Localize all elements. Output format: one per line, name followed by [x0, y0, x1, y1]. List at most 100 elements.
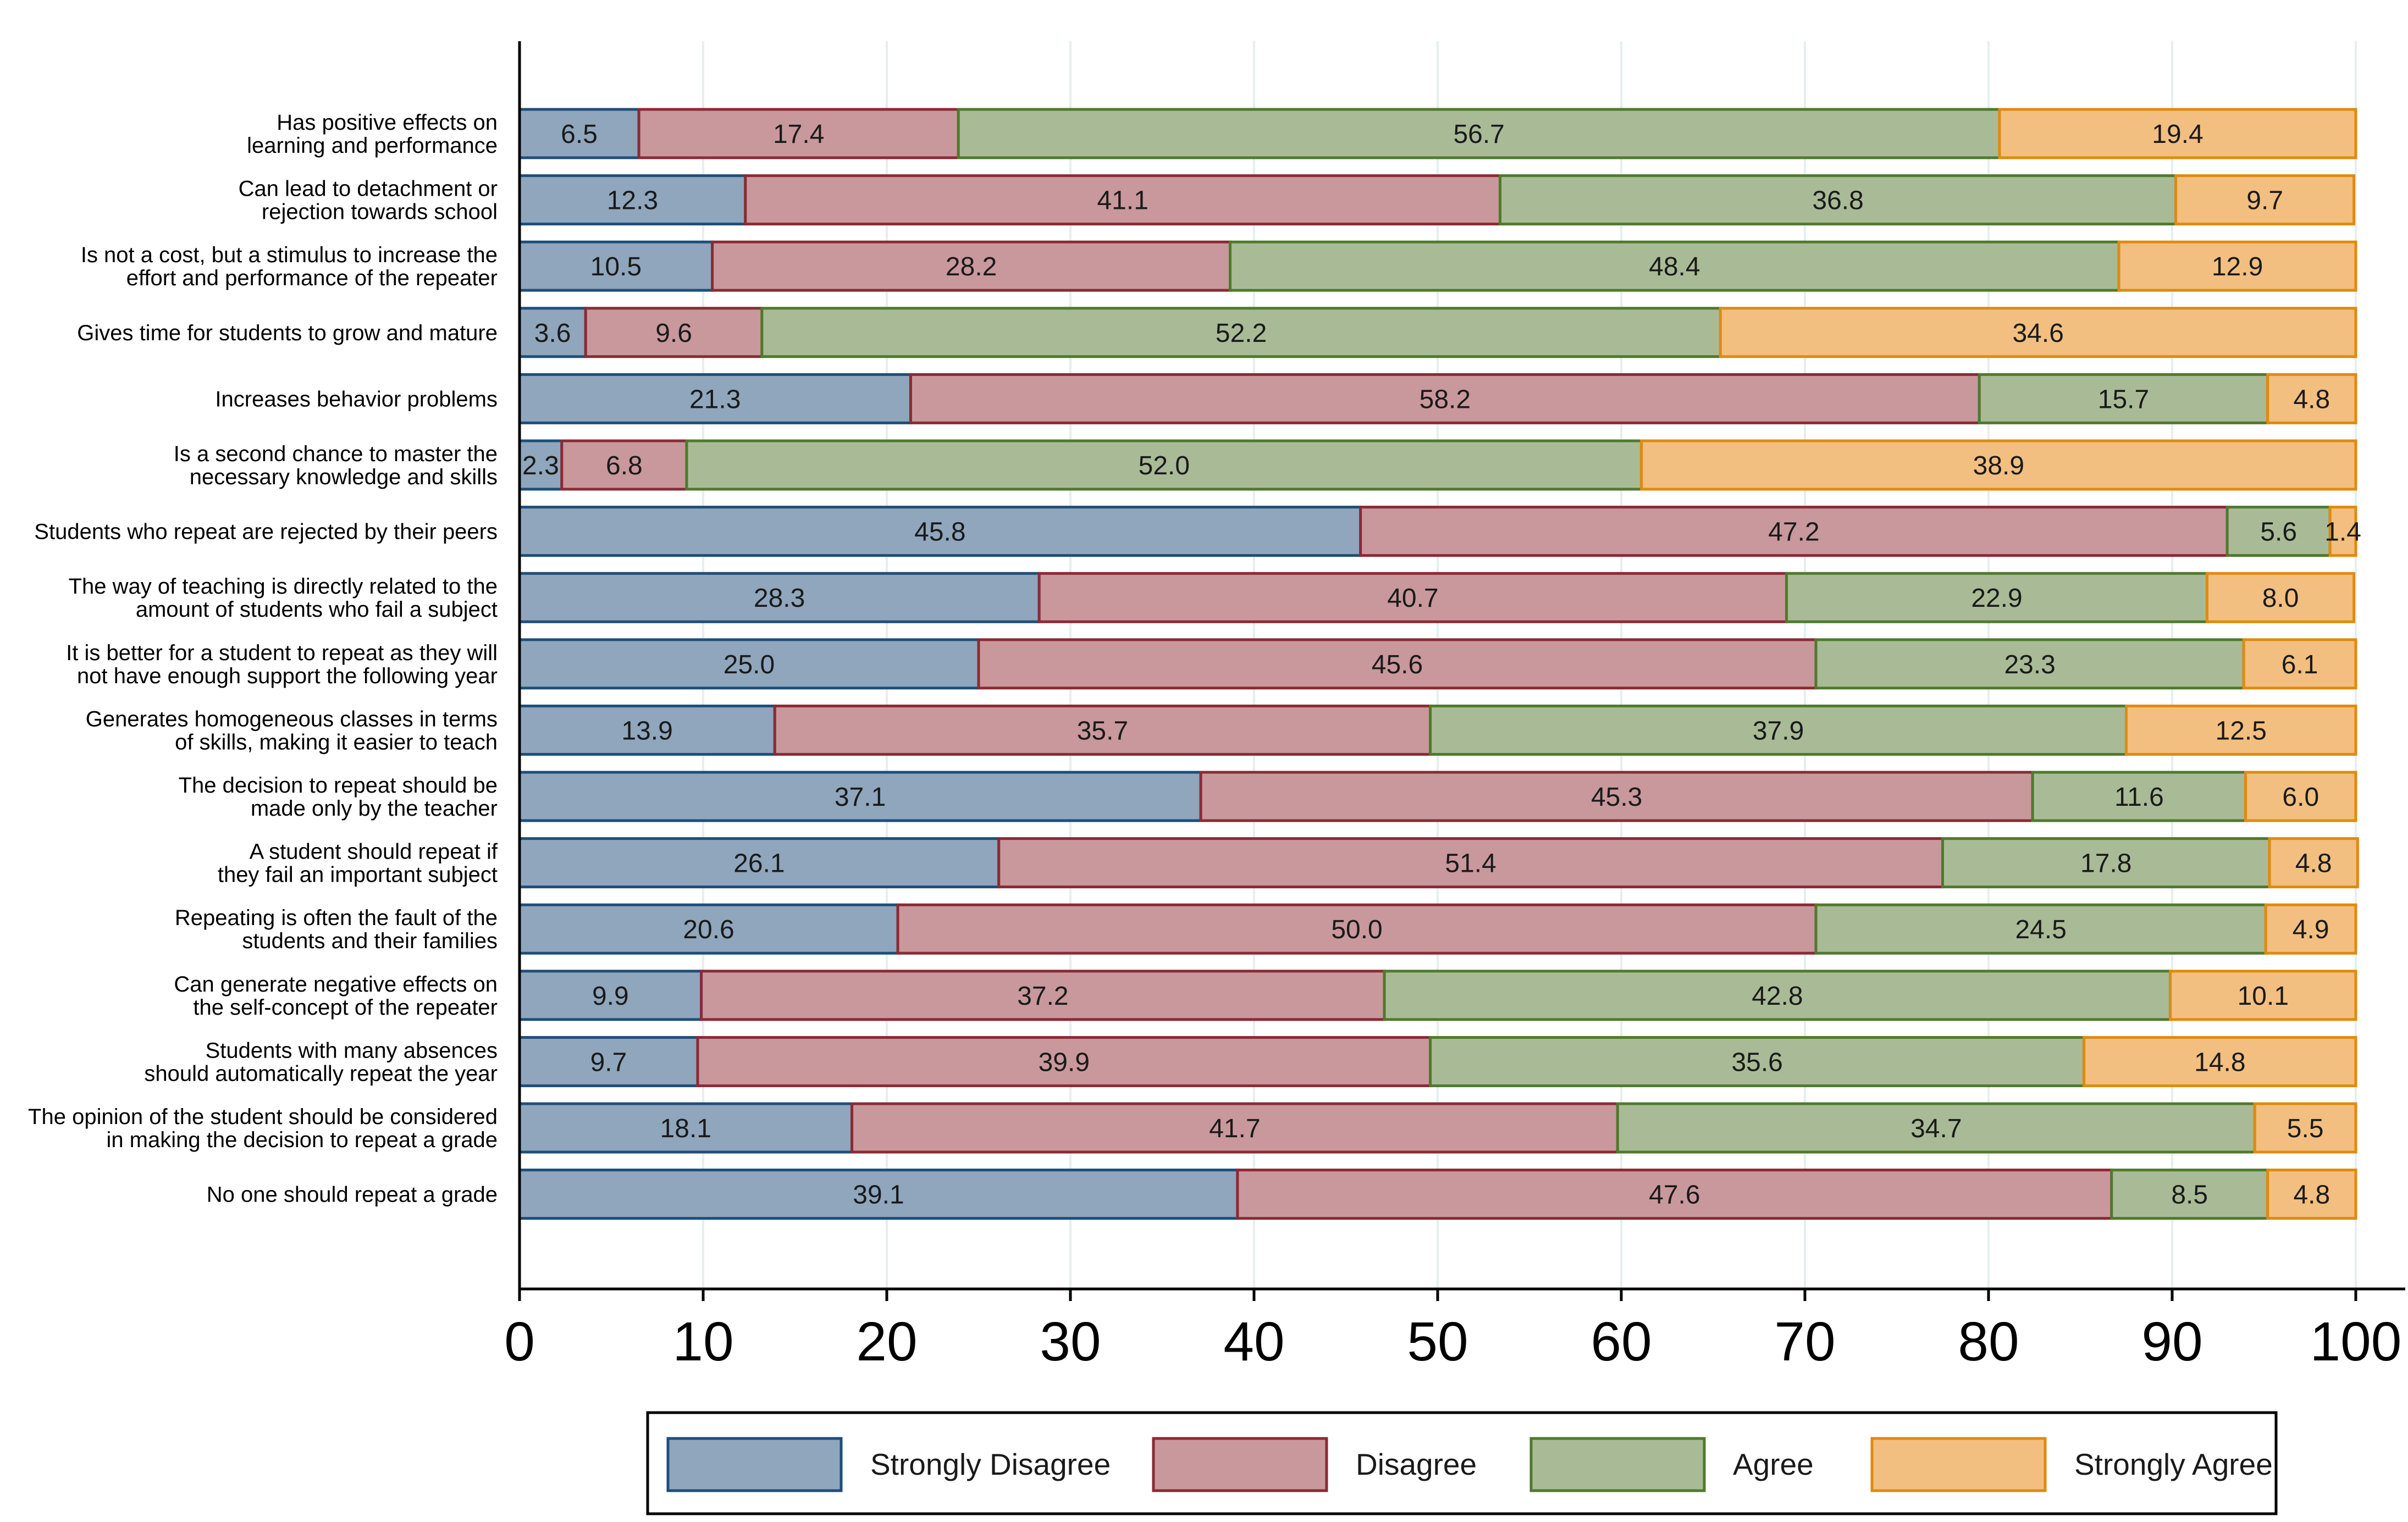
bar-value-label: 37.1	[835, 783, 886, 812]
bar-segment	[1359, 506, 2229, 557]
bar-segment	[1719, 307, 2357, 358]
bar-segment	[1429, 1036, 2086, 1087]
bar-value-label: 47.2	[1768, 518, 1819, 547]
bar-value-label: 37.2	[1017, 982, 1068, 1011]
bar-segment	[2253, 1102, 2357, 1154]
category-label: made only by the teacher	[251, 796, 498, 821]
bar-segment	[997, 837, 1944, 889]
category-label: amount of students who fail a subject	[136, 597, 498, 622]
x-tick-label: 60	[1590, 1311, 1652, 1372]
bar-segment	[2328, 506, 2357, 557]
bar-segment	[1199, 771, 2034, 822]
category-label: Has positive effects on	[277, 110, 498, 135]
x-tick-label: 70	[1774, 1311, 1835, 1372]
bar-value-label: 11.6	[2114, 783, 2164, 812]
bar-value-label: 38.9	[1973, 451, 2024, 480]
category-label: Students who repeat are rejected by thei…	[34, 520, 498, 544]
category-label: Can lead to detachment or	[239, 177, 498, 201]
bar-value-label: 8.5	[2171, 1181, 2208, 1210]
bar-segment	[518, 903, 899, 955]
bar-value-label: 3.6	[534, 319, 571, 348]
bar-segment	[2266, 373, 2357, 424]
bar-segment	[637, 108, 960, 159]
bar-value-label: 58.2	[1420, 385, 1471, 414]
bar-value-label: 17.4	[773, 120, 824, 149]
bar-segment	[773, 704, 1432, 756]
bar-segment	[909, 373, 1981, 424]
bar-segment	[2205, 572, 2356, 623]
bar-segment	[2242, 638, 2357, 690]
bar-value-label: 20.6	[683, 915, 734, 944]
bar-segment	[760, 307, 1722, 358]
bar-segment	[2225, 506, 2332, 557]
bar-value-label: 10.1	[2238, 982, 2289, 1011]
bar-value-label: 51.4	[1445, 849, 1496, 878]
legend-label: Strongly Agree	[2074, 1447, 2273, 1481]
legend-label: Agree	[1733, 1447, 1814, 1481]
category-label: students and their families	[242, 929, 498, 953]
category-label: Repeating is often the fault of the	[175, 906, 498, 930]
bar-value-label: 24.5	[2015, 915, 2066, 944]
x-tick-label: 0	[504, 1311, 535, 1372]
x-tick-label: 80	[1958, 1311, 2019, 1372]
category-label: A student should repeat if	[250, 840, 498, 864]
x-tick-label: 100	[2310, 1311, 2402, 1372]
bar-segment	[1814, 903, 2267, 955]
bar-value-label: 39.1	[853, 1181, 904, 1210]
category-label: Students with many absences	[206, 1038, 498, 1062]
x-tick-label: 20	[856, 1311, 917, 1372]
x-tick-label: 90	[2141, 1311, 2202, 1372]
bar-value-label: 26.1	[733, 849, 785, 878]
bar-value-label: 23.3	[2004, 650, 2055, 679]
bar-segment	[2083, 1036, 2357, 1087]
bar-segment	[1998, 108, 2357, 159]
bar-value-label: 9.7	[2246, 186, 2283, 215]
bar-value-label: 8.0	[2262, 584, 2299, 613]
bar-value-label: 56.7	[1453, 120, 1504, 149]
bar-value-label: 6.1	[2282, 650, 2318, 679]
bar-value-label: 12.9	[2212, 252, 2263, 281]
bar-segment	[518, 1169, 1239, 1220]
bar-value-label: 6.5	[561, 120, 598, 149]
bar-value-label: 2.3	[522, 451, 559, 480]
category-label: Generates homogeneous classes in terms	[86, 707, 498, 731]
bar-value-label: 9.9	[592, 982, 629, 1011]
bar-segment	[2266, 1169, 2357, 1220]
bar-value-label: 36.8	[1812, 186, 1863, 215]
bar-value-label: 21.3	[689, 385, 741, 414]
bar-segment	[2169, 970, 2357, 1021]
bar-segment	[584, 307, 764, 358]
category-label: Is not a cost, but a stimulus to increas…	[81, 243, 498, 267]
bar-value-label: 9.6	[655, 319, 692, 348]
bar-segment	[1429, 704, 2128, 756]
bar-value-label: 52.0	[1139, 451, 1190, 480]
bar-value-label: 45.6	[1372, 650, 1423, 679]
bar-segment	[2264, 903, 2357, 955]
bar-segment	[1941, 837, 2271, 889]
legend-label: Disagree	[1356, 1447, 1477, 1481]
bar-value-label: 41.1	[1097, 186, 1148, 215]
category-label: effort and performance of the repeater	[126, 266, 498, 290]
bar-value-label: 12.3	[607, 186, 658, 215]
bar-value-label: 4.8	[2293, 1181, 2330, 1210]
bar-segment	[1037, 572, 1788, 623]
bar-value-label: 4.9	[2293, 915, 2329, 944]
bar-value-label: 45.3	[1591, 783, 1642, 812]
x-tick-label: 30	[1040, 1311, 1101, 1372]
bar-value-label: 4.8	[2295, 849, 2332, 878]
bar-segment	[1978, 373, 2269, 424]
category-label: not have enough support the following ye…	[77, 664, 498, 688]
category-label: Gives time for students to grow and matu…	[77, 321, 498, 345]
bar-value-label: 17.8	[2080, 849, 2131, 878]
legend-box	[646, 1411, 2278, 1515]
bar-value-label: 50.0	[1331, 915, 1382, 944]
bar-value-label: 42.8	[1752, 982, 1803, 1011]
category-label: Can generate negative effects on	[174, 972, 498, 997]
x-tick-label: 10	[672, 1311, 733, 1372]
bar-value-label: 28.2	[946, 252, 997, 281]
bar-segment	[2244, 771, 2357, 822]
legend-label: Strongly Disagree	[870, 1447, 1111, 1481]
category-label: should automatically repeat the year	[144, 1061, 498, 1086]
bar-value-label: 13.9	[621, 716, 672, 745]
